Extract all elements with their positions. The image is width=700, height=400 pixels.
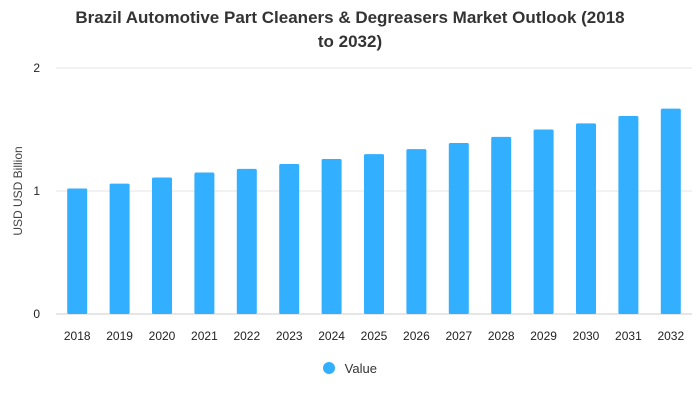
bar-2018[interactable] xyxy=(67,188,88,314)
chart-title: Brazil Automotive Part Cleaners & Degrea… xyxy=(0,6,700,54)
x-tick-label: 2030 xyxy=(573,329,600,343)
y-axis-label: USD USD Billion xyxy=(11,146,25,235)
bar-2020[interactable] xyxy=(152,177,172,314)
bar-2027[interactable] xyxy=(448,143,469,314)
x-tick-label: 2029 xyxy=(530,329,557,343)
y-tick-label: 2 xyxy=(33,61,40,75)
bar-2032[interactable] xyxy=(660,108,681,314)
x-tick-label: 2019 xyxy=(106,329,133,343)
x-tick-label: 2024 xyxy=(318,329,345,343)
bar-2021[interactable] xyxy=(194,172,215,314)
bar-2028[interactable] xyxy=(491,136,512,314)
x-tick-label: 2027 xyxy=(445,329,472,343)
x-tick-label: 2023 xyxy=(276,329,303,343)
legend-label[interactable]: Value xyxy=(344,361,377,376)
x-tick-label: 2022 xyxy=(233,329,260,343)
bar-2024[interactable] xyxy=(321,159,342,314)
x-tick-label: 2018 xyxy=(64,329,91,343)
y-axis-ticks: 0 1 2 xyxy=(33,61,40,321)
bar-2023[interactable] xyxy=(279,163,300,314)
bar-2029[interactable] xyxy=(533,129,554,315)
bar-2026[interactable] xyxy=(406,149,427,314)
x-tick-label: 2021 xyxy=(191,329,218,343)
x-axis-ticks: 2018 2019 2020 2021 2022 2023 2024 2025 2026 2027… xyxy=(64,329,685,343)
bar-2031[interactable] xyxy=(618,115,639,314)
y-tick-label: 1 xyxy=(33,184,40,198)
bar-2025[interactable] xyxy=(364,154,384,314)
x-tick-label: 2031 xyxy=(615,329,642,343)
y-tick-label: 0 xyxy=(33,307,40,321)
bar-chart: 0 1 2 2018 2019 2020 2021 2022 2023 2024 2025 2026… xyxy=(11,61,692,343)
x-tick-label: 2028 xyxy=(488,329,515,343)
legend-swatch xyxy=(323,362,336,374)
legend: Value xyxy=(0,361,700,376)
bar-2030[interactable] xyxy=(576,123,596,314)
bars xyxy=(67,108,681,315)
x-tick-label: 2026 xyxy=(403,329,430,343)
x-tick-label: 2025 xyxy=(361,329,388,343)
bar-2022[interactable] xyxy=(236,168,257,314)
chart-title-line-2: to 2032) xyxy=(317,32,383,51)
chart-title-line-1: Brazil Automotive Part Cleaners & Degrea… xyxy=(75,8,625,27)
x-tick-label: 2032 xyxy=(657,329,684,343)
x-tick-label: 2020 xyxy=(149,329,176,343)
bar-2019[interactable] xyxy=(109,183,130,314)
